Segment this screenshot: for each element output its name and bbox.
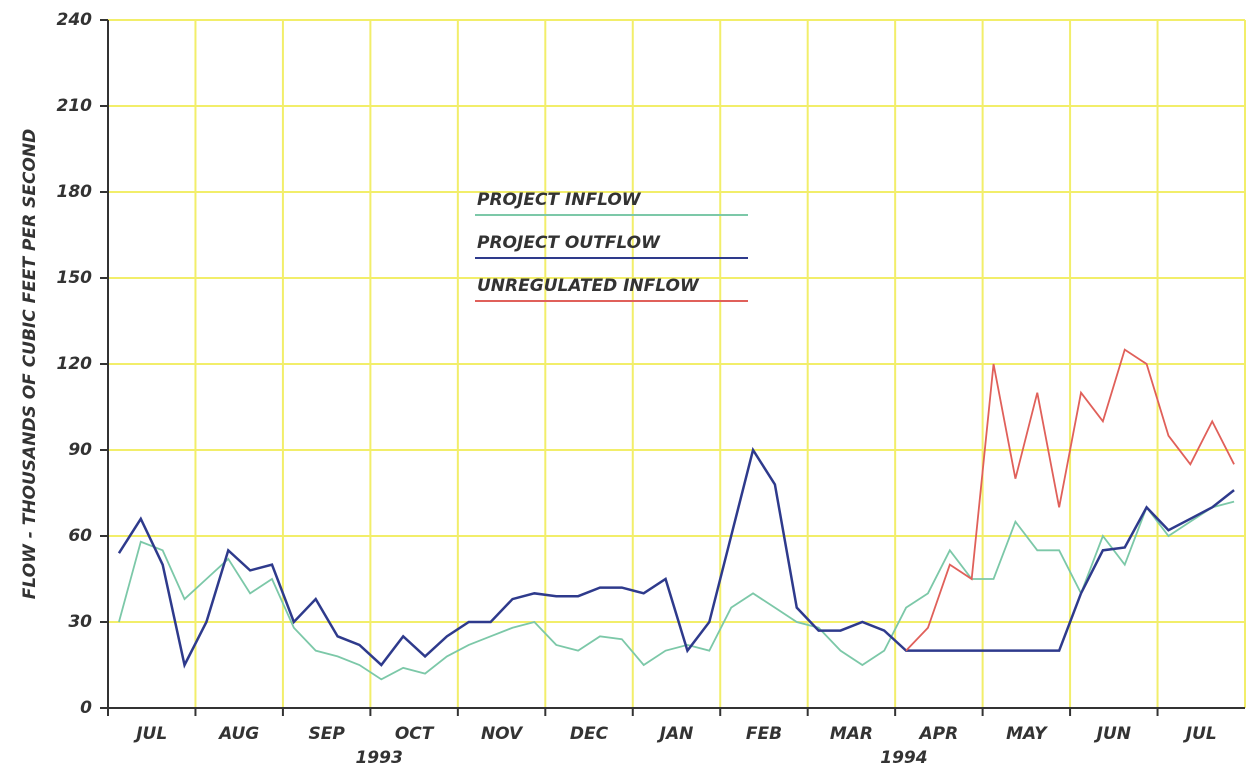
y-tick-label: 180: [57, 182, 93, 202]
x-tick-label: JUL: [1183, 724, 1217, 744]
x-tick-label: JUN: [1094, 724, 1131, 744]
y-tick-label: 120: [57, 354, 93, 374]
y-tick-label: 0: [80, 698, 92, 718]
y-tick-label: 210: [57, 96, 93, 116]
x-tick-label: JAN: [657, 724, 694, 744]
series-line: [117, 446, 1235, 669]
y-tick-label: 150: [57, 268, 93, 288]
x-tick-label: FEB: [746, 724, 782, 744]
year-label: 1994: [880, 748, 927, 768]
y-tick-label: 90: [68, 440, 92, 460]
x-tick-label: OCT: [395, 724, 435, 744]
y-tick-label: 30: [68, 612, 92, 632]
x-tick-label: JUL: [133, 724, 167, 744]
y-tick-label: 240: [57, 10, 93, 30]
legend-label: PROJECT INFLOW: [477, 190, 642, 210]
series-line: [905, 348, 1235, 652]
y-tick-label: 60: [68, 526, 92, 546]
x-tick-label: MAR: [830, 724, 873, 744]
year-label: 1993: [355, 748, 402, 768]
y-axis-label: FLOW - THOUSANDS OF CUBIC FEET PER SECON…: [20, 129, 40, 599]
x-tick-label: SEP: [308, 724, 345, 744]
x-tick-label: APR: [918, 724, 959, 744]
x-tick-label: MAY: [1006, 724, 1048, 744]
x-tick-label: DEC: [570, 724, 609, 744]
x-tick-label: AUG: [217, 724, 259, 744]
x-tick-label: NOV: [481, 724, 524, 744]
legend-label: UNREGULATED INFLOW: [477, 276, 700, 296]
legend-label: PROJECT OUTFLOW: [477, 233, 661, 253]
series-line: [118, 500, 1235, 681]
